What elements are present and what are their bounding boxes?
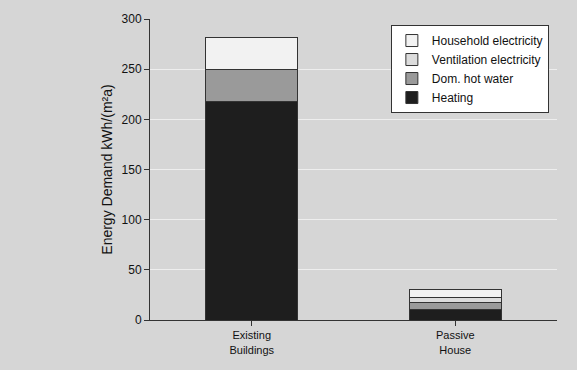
svg-text:Heating: Heating bbox=[432, 91, 473, 105]
svg-text:Dom. hot water: Dom. hot water bbox=[432, 72, 513, 86]
svg-text:200: 200 bbox=[122, 113, 142, 127]
svg-text:Energy Demand kWh/(m²a): Energy Demand kWh/(m²a) bbox=[99, 84, 115, 254]
svg-text:250: 250 bbox=[122, 62, 142, 76]
svg-text:0: 0 bbox=[135, 313, 142, 327]
svg-text:150: 150 bbox=[122, 163, 142, 177]
svg-text:300: 300 bbox=[122, 12, 142, 26]
svg-text:100: 100 bbox=[122, 213, 142, 227]
svg-text:ExistingBuildings: ExistingBuildings bbox=[229, 329, 274, 355]
svg-text:Household electricity: Household electricity bbox=[432, 34, 543, 48]
svg-text:50: 50 bbox=[128, 263, 142, 277]
svg-text:PassiveHouse: PassiveHouse bbox=[436, 329, 475, 355]
svg-text:Ventilation electricity: Ventilation electricity bbox=[432, 53, 541, 67]
